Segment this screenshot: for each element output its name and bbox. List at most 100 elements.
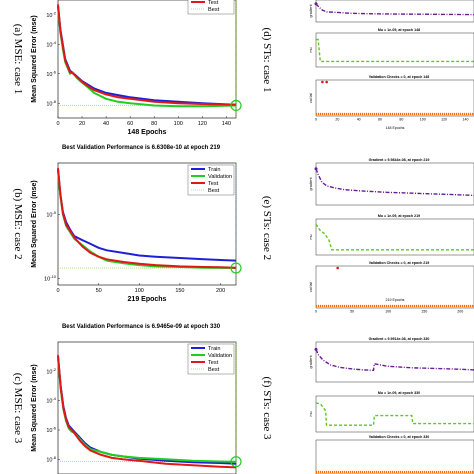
legend-label: Validation xyxy=(208,174,232,180)
side-label: (a) MSE: case 1 xyxy=(12,24,24,95)
x-tick-label: 0 xyxy=(56,121,59,127)
sts-x-tick-label: 40 xyxy=(357,118,361,122)
panel-ylabel: mu xyxy=(309,48,313,53)
y-tick-label: 10-4 xyxy=(46,40,56,49)
x-tick-label: 60 xyxy=(127,121,133,127)
panel-series-line xyxy=(315,349,474,372)
x-axis-label: 148 Epochs xyxy=(128,129,167,136)
validation-spike-marker xyxy=(336,266,339,270)
panel-ylabel: val fail xyxy=(309,93,313,103)
x-axis-label: 219 Epochs xyxy=(128,296,167,303)
panel-frame xyxy=(315,439,474,474)
best-marker xyxy=(230,456,242,468)
sts-x-axis-label: 219 Epochs xyxy=(386,298,405,302)
y-tick-label: 10-10 xyxy=(44,274,57,283)
side-label: (c) MSE: case 3 xyxy=(12,373,24,444)
mse-chart-a: 0 20 40 60 80 100 120 140 10-8 10-6 10-4 10-2 Mean S… xyxy=(31,0,242,136)
sts-x-tick-label: 20 xyxy=(335,118,339,122)
panel-start-marker xyxy=(314,167,318,171)
sts-x-tick-label: 140 xyxy=(462,118,468,122)
panel-ylabel: gradient xyxy=(309,5,313,18)
panel-ylabel: val fail xyxy=(309,282,313,292)
y-tick-label: 10-2 xyxy=(46,367,56,376)
panel-ylabel: mu xyxy=(309,235,313,240)
series-line-test xyxy=(57,4,237,106)
panel-frame xyxy=(315,32,474,68)
legend-label: Validation xyxy=(208,353,232,359)
best-marker xyxy=(230,262,242,274)
y-tick-label: 10-8 xyxy=(46,99,56,108)
legend-label: Test xyxy=(208,0,219,6)
sts-x-tick-label: 150 xyxy=(421,310,427,314)
sts-x-tick-label: 80 xyxy=(399,118,403,122)
panel-title: Validation Checks = 0, at epoch 148 xyxy=(369,75,430,79)
sts-panel-validation: Validation Checks = 0, at epoch 330 xyxy=(315,435,474,474)
mse-chart-b: Best Validation Performance is 6.6308e-1… xyxy=(31,145,242,303)
series-line-test xyxy=(57,355,237,469)
x-tick-label: 50 xyxy=(96,288,102,294)
y-tick-label: 10-2 xyxy=(46,10,56,19)
panel-series-line xyxy=(316,38,474,63)
x-tick-label: 140 xyxy=(222,121,231,127)
panel-ylabel: mu xyxy=(309,412,313,417)
validation-spike-marker xyxy=(321,80,324,84)
panel-title: Gradient = 9.9844e-08, at epoch 219 xyxy=(369,158,430,162)
x-tick-label: 120 xyxy=(198,121,207,127)
sts-chart-d: gradient Mu = 1e-09, at epoch 148 mu Valida… xyxy=(309,0,474,130)
panel-ylabel: gradient xyxy=(309,356,313,369)
panel-frame xyxy=(315,0,474,23)
sts-panel-mu: Mu = 1e-09, at epoch 148 mu xyxy=(309,28,474,68)
panel-title: Validation Checks = 0, at epoch 219 xyxy=(369,261,430,265)
x-tick-label: 100 xyxy=(174,121,183,127)
y-tick-label: 10-6 xyxy=(46,69,56,78)
sts-chart-e: Gradient = 9.9844e-08, at epoch 219 gradi… xyxy=(309,158,474,314)
sts-chart-f: Gradient = 9.9914e-08, at epoch 330 gradi… xyxy=(309,337,474,474)
panel-frame xyxy=(315,265,474,309)
sts-x-tick-label: 200 xyxy=(457,310,463,314)
chart-title: Best Validation Performance is 6.9465e-0… xyxy=(62,324,221,330)
panel-frame xyxy=(315,79,474,117)
panel-title: Mu = 1e-09, at epoch 219 xyxy=(378,214,420,218)
sts-x-tick-label: 0 xyxy=(315,118,317,122)
x-tick-label: 150 xyxy=(175,288,184,294)
panel-title: Validation Checks = 0, at epoch 330 xyxy=(369,435,430,439)
x-tick-label: 20 xyxy=(79,121,85,127)
y-tick-label: 10-6 xyxy=(46,426,56,435)
chart-title: Best Validation Performance is 6.6308e-1… xyxy=(62,145,221,151)
series-line-test xyxy=(57,168,237,269)
x-tick-label: 0 xyxy=(56,288,59,294)
y-axis-label: Mean Squared Error (mse) xyxy=(31,364,38,452)
panel-frame xyxy=(315,341,474,383)
side-label: (b) MSE: case 2 xyxy=(12,188,24,259)
sts-panel-gradient: gradient xyxy=(309,0,474,23)
sts-x-tick-label: 100 xyxy=(385,310,391,314)
sts-panel-val fail: Validation Checks = 0, at epoch 148 val f… xyxy=(309,75,474,117)
panel-series-line xyxy=(315,402,474,426)
panel-title: Mu = 1e-09, at epoch 330 xyxy=(378,391,420,395)
sts-x-tick-label: 50 xyxy=(350,310,354,314)
sts-panel-gradient: Gradient = 9.9914e-08, at epoch 330 gradi… xyxy=(309,337,474,383)
side-label: (d) STs: case 1 xyxy=(261,28,273,93)
sts-panel-gradient: Gradient = 9.9844e-08, at epoch 219 gradi… xyxy=(309,158,474,206)
legend-label: Test xyxy=(208,181,219,187)
x-tick-label: 100 xyxy=(135,288,144,294)
panel-frame xyxy=(315,395,474,433)
panel-series-line xyxy=(315,223,474,251)
x-tick-label: 200 xyxy=(216,288,225,294)
mse-chart-c: Best Validation Performance is 6.9465e-0… xyxy=(31,324,242,474)
sts-x-axis-label: 148 Epochs xyxy=(386,126,405,130)
side-label: (f) STs: case 3 xyxy=(261,376,273,440)
sts-x-tick-label: 120 xyxy=(441,118,447,122)
legend-label: Train xyxy=(208,167,221,173)
sts-panel-mu: Mu = 1e-09, at epoch 330 mu xyxy=(309,391,474,433)
best-marker xyxy=(230,99,242,112)
plot-frame xyxy=(57,0,237,119)
x-tick-label: 80 xyxy=(151,121,157,127)
side-label: (e) STs: case 2 xyxy=(261,196,273,260)
panel-frame xyxy=(315,162,474,206)
legend-label: Best xyxy=(208,7,220,13)
